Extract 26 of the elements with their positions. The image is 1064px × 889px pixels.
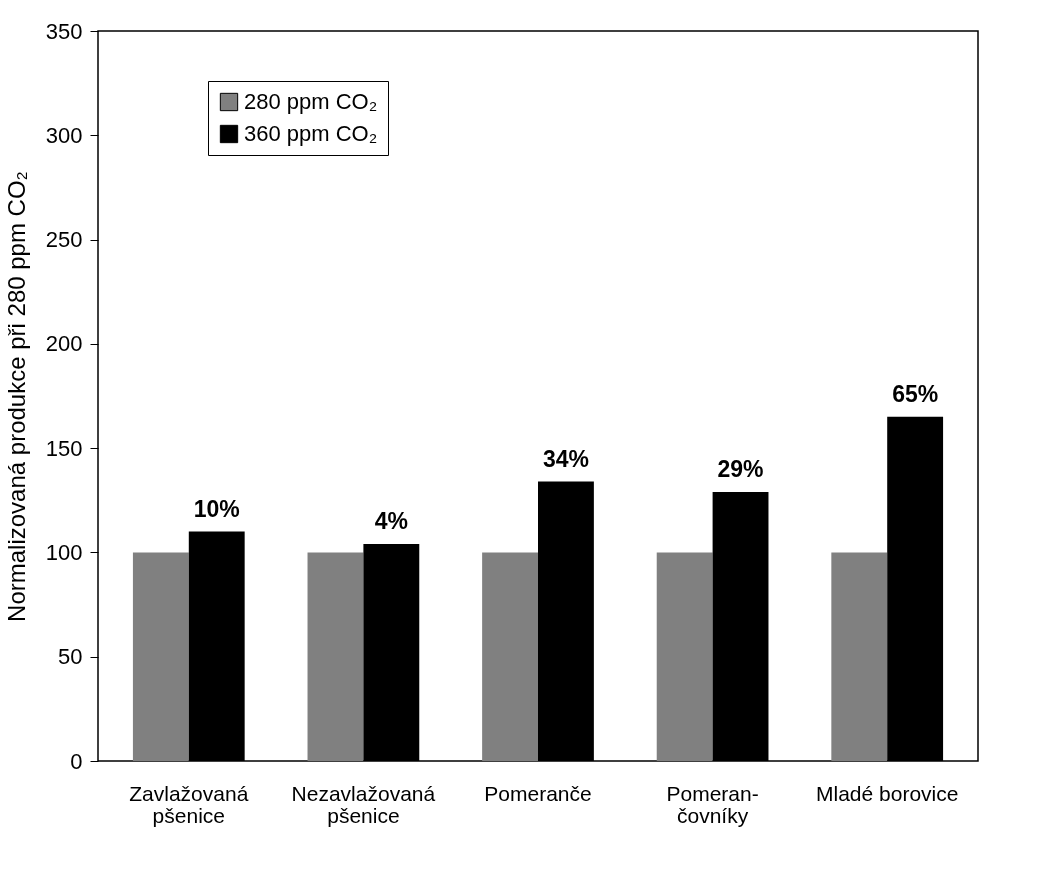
x-tick-label: Pomeran- čovníky [666, 781, 759, 827]
bar [656, 552, 713, 761]
bar [831, 552, 888, 761]
legend-label: 360 ppm CO₂ [244, 121, 378, 146]
bar [132, 552, 189, 761]
y-tick-label: 300 [45, 122, 83, 148]
y-tick-label: 0 [70, 748, 83, 774]
annotation: 4% [374, 508, 408, 535]
annotation: 29% [717, 455, 764, 482]
legend-label: 280 ppm CO₂ [244, 89, 378, 114]
y-tick-label: 200 [45, 331, 83, 357]
x-tick-label: Pomeranče [484, 781, 592, 805]
x-tick-label: Mladé borovice [816, 781, 959, 805]
y-tick-label: 150 [45, 435, 83, 461]
bar [307, 552, 364, 761]
y-axis-title: Normalizovaná produkce při 280 ppm CO₂ [2, 171, 30, 622]
annotation: 65% [892, 380, 939, 407]
annotation: 10% [193, 495, 240, 522]
annotation: 34% [542, 445, 589, 472]
y-tick-label: 350 [45, 18, 83, 44]
y-tick-label: 250 [45, 227, 83, 253]
bar [482, 552, 538, 761]
x-tick-label: Nezavlažovaná pšenice [291, 781, 436, 827]
y-tick-label: 100 [45, 539, 83, 565]
x-tick-label: Zavlažovaná pšenice [129, 781, 249, 827]
y-tick-label: 50 [58, 644, 83, 670]
